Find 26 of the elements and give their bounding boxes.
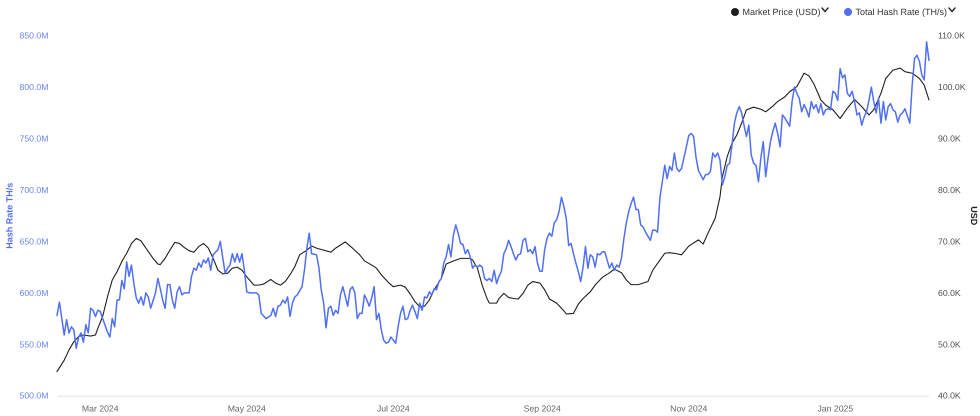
y-tick-label: 550.0M bbox=[20, 339, 48, 350]
y-tick-label: 650.0M bbox=[20, 236, 48, 246]
y2-tick-label: 40.0K bbox=[938, 390, 961, 401]
x-tick-label: Jul 2024 bbox=[376, 404, 410, 414]
x-tick-label: Sep 2024 bbox=[524, 404, 562, 414]
y2-tick-label: 60.0K bbox=[938, 288, 961, 298]
y-tick-label: 750.0M bbox=[20, 134, 48, 144]
y2-tick-label: 70.0K bbox=[938, 236, 961, 246]
y-tick-label: 700.0M bbox=[20, 184, 48, 195]
y-tick-label: 600.0M bbox=[20, 288, 48, 298]
y2-tick-label: 110.0K bbox=[938, 30, 966, 41]
legend-label: Total Hash Rate (TH/s) bbox=[855, 6, 947, 18]
y2-tick-label: 90.0K bbox=[938, 134, 961, 144]
y2-tick-label: 100.0K bbox=[938, 82, 966, 92]
y2-tick-label: 80.0K bbox=[938, 184, 961, 195]
y2-axis-title: USD bbox=[969, 206, 979, 226]
y-axis-title: Hash Rate TH/s bbox=[4, 182, 14, 249]
x-tick-label: Jan 2025 bbox=[817, 404, 854, 414]
y-tick-label: 850.0M bbox=[20, 30, 48, 41]
x-tick-label: Nov 2024 bbox=[670, 404, 708, 414]
legend-label: Market Price (USD) bbox=[742, 6, 820, 18]
x-tick-label: Mar 2024 bbox=[82, 404, 119, 414]
y2-tick-label: 50.0K bbox=[938, 339, 961, 350]
x-tick-label: May 2024 bbox=[228, 404, 266, 414]
y-tick-label: 500.0M bbox=[20, 390, 48, 401]
y-tick-label: 800.0M bbox=[20, 82, 48, 92]
